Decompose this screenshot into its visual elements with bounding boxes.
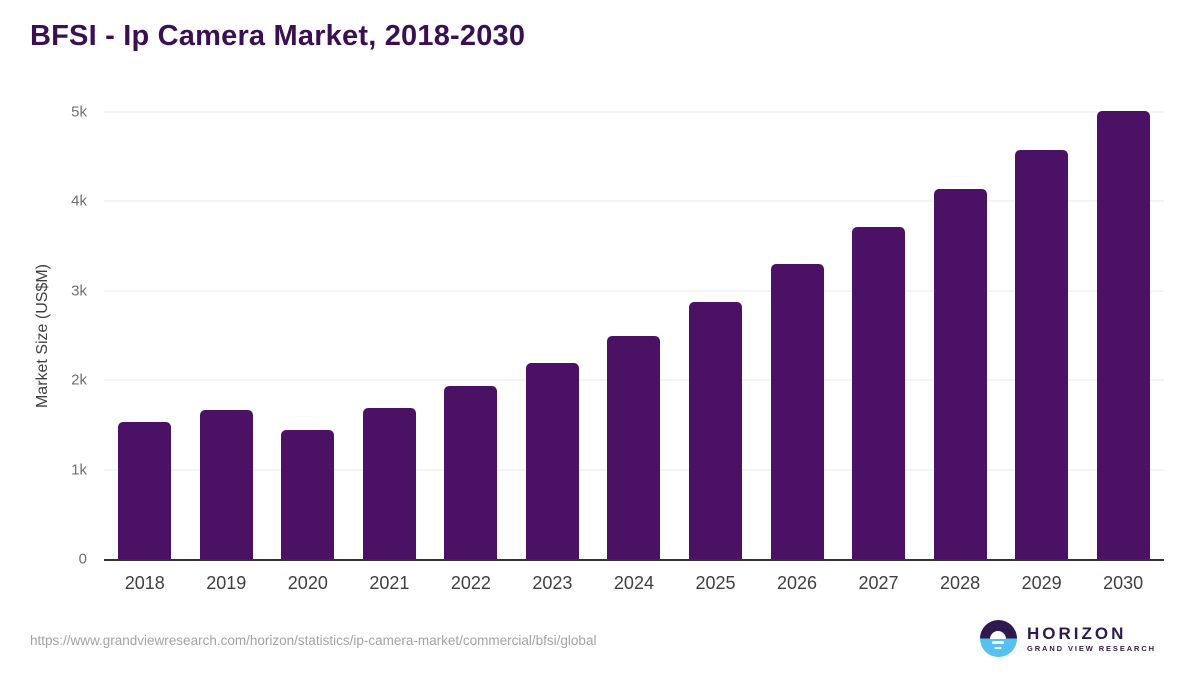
x-tick-label: 2018 (124, 573, 165, 593)
gridline (104, 111, 1164, 113)
bar-2027 (852, 227, 906, 559)
bar-slot (838, 112, 920, 559)
bar-slot (1082, 111, 1164, 559)
bar-slot (919, 112, 1001, 559)
ripple-icon (994, 646, 1002, 649)
ripple-icon (992, 641, 1005, 644)
bar-2022 (444, 385, 498, 559)
logo-text: HORIZON GRAND VIEW RESEARCH (1027, 625, 1156, 653)
bar-2030 (1096, 111, 1150, 559)
bar-slot (104, 112, 186, 559)
x-tick-label: 2026 (776, 573, 818, 593)
gridline (104, 290, 1164, 292)
bar-slot (756, 112, 838, 559)
bar-slot (675, 112, 757, 559)
bar-series (104, 111, 1164, 559)
bar-2029 (1015, 150, 1069, 559)
bar-2028 (933, 188, 987, 559)
horizon-logo: HORIZON GRAND VIEW RESEARCH (979, 620, 1156, 657)
sun-icon (990, 630, 1007, 639)
bar-2020 (281, 430, 335, 559)
x-tick-labels: 2018 2019 2020 2021 2022 2023 2024 2025 2026 2027… (104, 573, 1164, 594)
bar-2026 (770, 263, 824, 559)
gridline (104, 200, 1164, 202)
logo-subtitle: GRAND VIEW RESEARCH (1026, 643, 1156, 653)
y-tick-label: 2k (71, 371, 87, 389)
y-tick-label: 5k (71, 103, 87, 121)
bar-2019 (199, 409, 253, 559)
horizon-logo-icon (979, 620, 1017, 657)
x-tick-label: 2022 (450, 573, 491, 593)
x-tick-label: 2019 (206, 573, 247, 593)
x-tick-label: 2029 (1021, 573, 1062, 593)
x-tick-label: 2025 (695, 573, 736, 593)
x-tick-label: 2028 (940, 573, 981, 593)
bar-2025 (688, 302, 742, 559)
bar-2024 (607, 335, 661, 559)
bar-slot (593, 112, 675, 559)
bar-slot (430, 112, 512, 559)
bar-2018 (118, 422, 172, 559)
bar-2023 (525, 363, 579, 559)
bar-2021 (362, 407, 416, 559)
chart-title: BFSI - Ip Camera Market, 2018-2030 (30, 20, 526, 52)
y-tick-label: 4k (71, 192, 87, 210)
plot-area: Market Size (US$M) 0 1k 2k 3k 4k 5k 2018 2019 2… (34, 104, 1164, 593)
x-tick-label: 2020 (287, 573, 328, 593)
x-tick-label: 2030 (1103, 573, 1144, 593)
bar-slot (349, 112, 431, 559)
bar-slot (512, 112, 594, 559)
y-tick-label: 0 (78, 550, 87, 568)
source-url: https://www.grandviewresearch.com/horizo… (30, 633, 597, 648)
bar-slot (267, 112, 349, 559)
bar-slot (186, 112, 268, 559)
y-tick-label: 1k (71, 461, 87, 479)
y-tick-label: 3k (71, 282, 87, 300)
x-tick-label: 2024 (613, 573, 654, 593)
bar-slot (1001, 112, 1083, 559)
x-tick-label: 2023 (532, 573, 573, 593)
x-tick-label: 2027 (858, 573, 899, 593)
logo-name: HORIZON (1026, 623, 1127, 643)
y-axis-title: Market Size (US$M) (34, 263, 51, 408)
x-tick-label: 2021 (369, 573, 410, 593)
